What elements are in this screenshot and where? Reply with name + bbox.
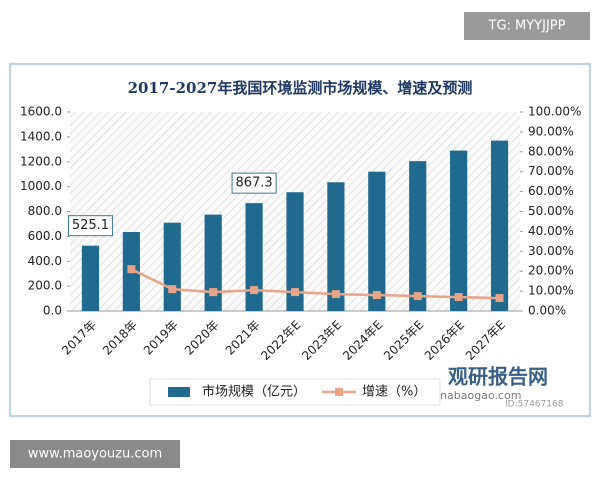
watermark-box xyxy=(464,12,590,40)
y-tick-label: 1000.0 xyxy=(20,179,62,193)
y2-tick-label: 80.00% xyxy=(528,144,574,158)
bar xyxy=(81,245,100,311)
y2-tick-label: 100.00% xyxy=(528,105,581,119)
watermark: www.maoyouzu.com xyxy=(28,447,162,462)
legend-frame xyxy=(149,378,441,406)
line-marker xyxy=(454,293,463,302)
bar xyxy=(368,171,386,311)
y2-tick-label: 10.00% xyxy=(528,284,574,298)
line-marker xyxy=(127,265,136,274)
bar xyxy=(490,140,509,311)
data-label-box xyxy=(67,215,113,237)
y2-tick-label: 70.00% xyxy=(528,164,574,178)
y-tick-label: 200.0 xyxy=(28,279,62,293)
y2-tick-label: 30.00% xyxy=(528,244,574,258)
line-marker xyxy=(495,294,504,303)
bar xyxy=(163,222,181,311)
data-label-box xyxy=(231,172,277,194)
line-marker xyxy=(168,285,177,294)
watermark-box xyxy=(10,440,180,468)
legend-label: 市场规模（亿元） xyxy=(202,384,306,400)
y2-tick-label: 90.00% xyxy=(528,124,574,138)
data-label: 867.3 xyxy=(235,176,272,191)
legend-label: 增速（%） xyxy=(362,385,426,400)
watermark-logo: 观研报告网 xyxy=(448,365,548,389)
watermark: TG: MYYJJPP xyxy=(488,19,566,34)
legend-swatch xyxy=(335,388,343,396)
bar xyxy=(409,161,427,311)
watermark-id: ID:57467168 xyxy=(505,400,564,410)
y-tick-label: 1400.0 xyxy=(20,129,62,143)
y2-tick-label: 40.00% xyxy=(528,224,574,238)
bar xyxy=(286,192,304,311)
bar xyxy=(450,150,468,311)
line-marker xyxy=(331,290,340,299)
line-marker xyxy=(291,288,299,297)
line-marker xyxy=(413,292,422,301)
y-tick-label: 1600.0 xyxy=(20,105,62,119)
line-marker xyxy=(372,291,381,300)
bar xyxy=(327,182,345,311)
y2-tick-label: 60.00% xyxy=(528,184,574,198)
chart-title: 2017-2027年我国环境监测市场规模、增速及预测 xyxy=(128,79,473,97)
line xyxy=(130,268,500,300)
y-tick-label: 800.0 xyxy=(28,204,62,218)
data-label: 525.1 xyxy=(72,218,109,233)
y-tick-label: 1200.0 xyxy=(20,154,62,168)
y2-tick-label: 50.00% xyxy=(528,204,574,218)
line-marker xyxy=(209,288,218,297)
legend-swatch xyxy=(168,387,190,397)
bar xyxy=(204,214,222,311)
y-tick-label: 600.0 xyxy=(28,229,62,243)
y2-tick-label: 20.00% xyxy=(528,264,574,278)
y-tick-label: 0.0 xyxy=(43,304,62,318)
watermark-logo-sub: chinabaogao.com xyxy=(424,389,522,402)
y2-tick-label: 0.00% xyxy=(528,304,566,318)
y-tick-label: 400.0 xyxy=(28,254,62,268)
bar xyxy=(245,203,263,311)
line-marker xyxy=(250,286,259,295)
